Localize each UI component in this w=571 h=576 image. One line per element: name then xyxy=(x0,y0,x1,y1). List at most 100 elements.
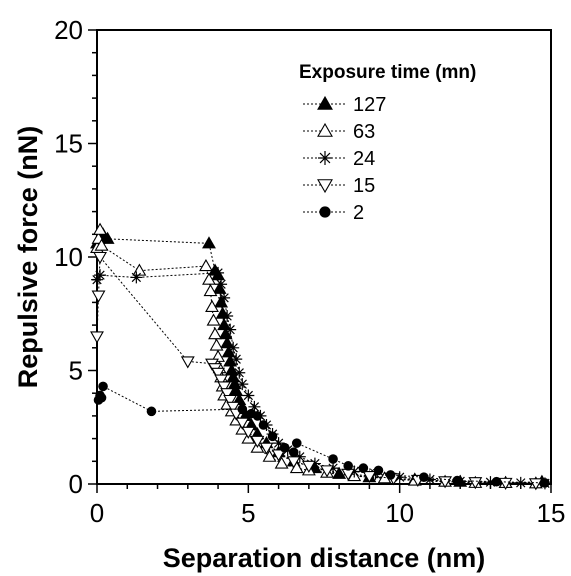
data-point xyxy=(215,278,228,291)
data-point xyxy=(241,426,256,439)
data-point xyxy=(320,465,334,478)
data-point xyxy=(224,323,237,336)
data-point xyxy=(230,353,243,366)
data-point xyxy=(208,327,222,340)
data-point xyxy=(199,258,213,272)
y-tick-label: 20 xyxy=(54,15,83,45)
series-line-63 xyxy=(96,229,536,484)
data-point xyxy=(308,457,321,470)
data-point xyxy=(358,463,369,473)
data-point xyxy=(98,381,108,392)
series-line-24 xyxy=(96,272,545,484)
data-point xyxy=(272,437,285,450)
data-point xyxy=(202,272,216,285)
x-axis-title: Separation distance (nm) xyxy=(163,543,486,573)
data-point xyxy=(468,477,483,490)
data-point xyxy=(528,478,543,491)
legend-item: 24 xyxy=(303,148,375,170)
data-point xyxy=(180,356,195,369)
data-point xyxy=(423,473,436,486)
data-point xyxy=(93,222,107,235)
data-point xyxy=(217,381,232,394)
data-point xyxy=(248,400,261,413)
data-point xyxy=(132,263,147,276)
series-line-15 xyxy=(96,255,536,484)
data-point xyxy=(236,378,249,391)
data-point xyxy=(94,238,109,251)
data-point xyxy=(328,454,338,464)
data-point xyxy=(211,367,226,380)
data-point xyxy=(385,470,396,480)
data-point xyxy=(250,435,265,448)
data-point xyxy=(274,456,289,469)
data-point xyxy=(288,447,299,458)
data-point xyxy=(362,471,377,484)
data-point xyxy=(209,338,224,351)
legend-label: 24 xyxy=(353,148,375,170)
data-point xyxy=(393,471,406,484)
data-point xyxy=(94,269,107,282)
data-point xyxy=(348,465,361,478)
data-point xyxy=(218,291,231,304)
x-tick-label: 15 xyxy=(537,498,566,528)
legend-label: 127 xyxy=(353,94,386,116)
series-127 xyxy=(90,227,549,488)
data-point xyxy=(212,266,225,279)
data-point xyxy=(242,389,255,402)
legend-item: 63 xyxy=(303,121,375,143)
data-point xyxy=(227,341,240,354)
x-tick-label: 0 xyxy=(90,498,104,528)
y-tick-label: 10 xyxy=(54,242,83,272)
x-tick-label: 10 xyxy=(385,498,414,528)
series-24 xyxy=(91,266,551,490)
data-point xyxy=(90,331,104,344)
x-tick-label: 5 xyxy=(241,498,255,528)
y-axis-title: Repulsive force (nN) xyxy=(13,126,43,389)
data-point xyxy=(237,404,248,414)
data-point xyxy=(301,460,316,473)
data-point xyxy=(271,449,286,462)
data-point xyxy=(202,236,216,249)
data-point xyxy=(484,476,497,489)
legend-label: 15 xyxy=(353,175,375,197)
data-point xyxy=(130,271,143,284)
axes: 0 5 10 15 0 5 10 15 20 xyxy=(54,15,565,528)
series-layer xyxy=(90,222,551,491)
legend-marker xyxy=(319,206,331,218)
legend-label: 63 xyxy=(353,121,375,143)
data-point xyxy=(93,251,107,265)
legend-marker xyxy=(317,179,333,194)
data-point xyxy=(223,354,238,367)
data-point xyxy=(96,392,107,403)
data-point xyxy=(91,273,103,286)
data-point xyxy=(452,475,462,486)
data-point xyxy=(498,477,513,490)
legend-item: 127 xyxy=(303,94,386,116)
data-point xyxy=(343,461,354,471)
legend-item: 2 xyxy=(303,202,364,224)
data-point xyxy=(332,466,347,479)
data-point xyxy=(373,465,384,476)
legend: Exposure time (mn) 127 63 24 15 2 xyxy=(299,62,476,224)
series-line-127 xyxy=(96,233,542,484)
data-point xyxy=(223,394,238,408)
legend-marker xyxy=(317,95,333,110)
data-point xyxy=(279,442,290,453)
data-point xyxy=(233,366,246,379)
data-point xyxy=(419,472,429,482)
data-point xyxy=(259,442,274,455)
data-point xyxy=(291,438,302,448)
legend-marker xyxy=(318,151,332,165)
data-point xyxy=(205,299,219,312)
series-line-2 xyxy=(98,385,545,484)
y-tick-label: 0 xyxy=(69,469,83,499)
data-point xyxy=(91,290,106,303)
data-point xyxy=(540,478,550,488)
data-point xyxy=(327,462,340,475)
data-point xyxy=(220,388,235,401)
legend-marker xyxy=(317,122,333,137)
data-point xyxy=(258,420,269,430)
series-63 xyxy=(90,222,543,489)
data-point xyxy=(235,417,250,430)
